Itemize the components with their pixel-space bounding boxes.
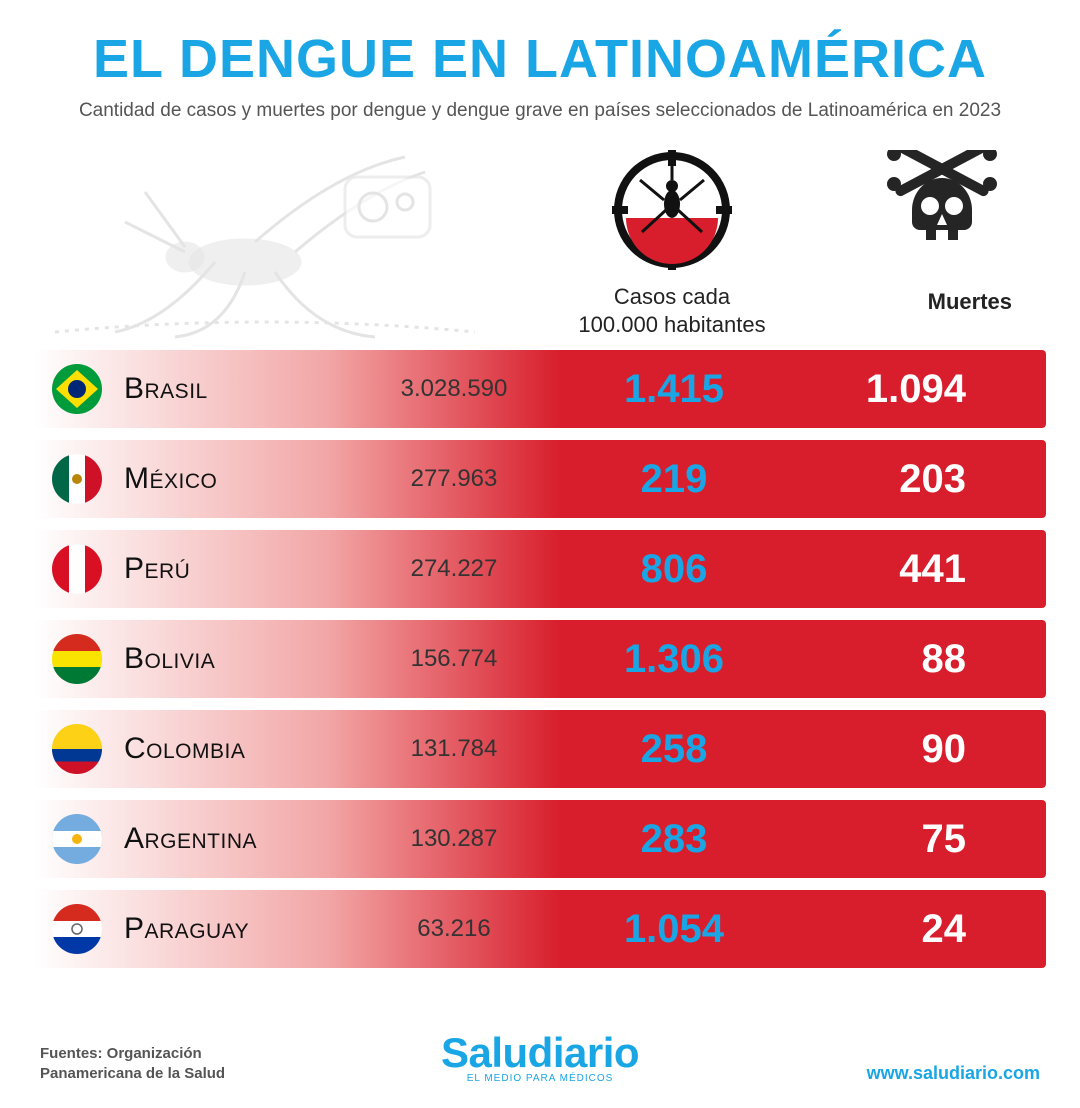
deaths-value: 88	[784, 637, 1014, 682]
target-mosquito-icon	[612, 150, 732, 270]
table-row: Colombia131.78425890	[34, 710, 1046, 788]
cases-per-100k-value: 258	[564, 727, 784, 772]
cases-per-100k-value: 219	[564, 457, 784, 502]
total-cases-value: 277.963	[344, 465, 564, 493]
total-cases-value: 274.227	[344, 555, 564, 583]
page-subtitle: Cantidad de casos y muertes por dengue y…	[0, 100, 1080, 122]
header-icon-row: Casos cada100.000 habitantes Muertes	[0, 132, 1080, 342]
country-name: Paraguay	[124, 912, 344, 946]
total-cases-value: 131.784	[344, 735, 564, 763]
table-row: Brasil3.028.5901.4151.094	[34, 350, 1046, 428]
country-name: Argentina	[124, 822, 344, 856]
table-row: Perú274.227806441	[34, 530, 1046, 608]
table-row: Bolivia156.7741.30688	[34, 620, 1046, 698]
deaths-value: 75	[784, 817, 1014, 862]
flag-icon	[52, 814, 102, 864]
total-cases-value: 156.774	[344, 645, 564, 673]
flag-icon	[52, 904, 102, 954]
flag-icon	[52, 454, 102, 504]
deaths-value: 24	[784, 907, 1014, 952]
country-name: Bolivia	[124, 642, 344, 676]
cases-per-100k-value: 1.054	[564, 907, 784, 952]
country-name: Brasil	[124, 372, 344, 406]
flag-icon	[52, 724, 102, 774]
country-name: Colombia	[124, 732, 344, 766]
footer: Fuentes: Organización Panamericana de la…	[0, 1044, 1080, 1085]
total-cases-value: 63.216	[344, 915, 564, 943]
deaths-value: 441	[784, 547, 1014, 592]
deaths-value: 203	[784, 457, 1014, 502]
mosquito-illustration	[55, 132, 475, 342]
brand-tagline: EL MEDIO PARA MÉDICOS	[441, 1073, 639, 1084]
country-name: México	[124, 462, 344, 496]
cases-per-100k-value: 806	[564, 547, 784, 592]
data-rows-container: Brasil3.028.5901.4151.094 México277.96321…	[0, 350, 1080, 968]
cases-per-100k-value: 283	[564, 817, 784, 862]
flag-icon	[52, 544, 102, 594]
deaths-value: 90	[784, 727, 1014, 772]
column-label-deaths: Muertes	[830, 288, 1012, 316]
skull-crossbones-icon	[872, 150, 1012, 270]
column-header-deaths: Muertes	[830, 150, 1060, 316]
total-cases-value: 130.287	[344, 825, 564, 853]
country-name: Perú	[124, 552, 344, 586]
brand-url: www.saludiario.com	[867, 1063, 1040, 1084]
column-header-cases-per-100k: Casos cada100.000 habitantes	[572, 150, 772, 338]
deaths-value: 1.094	[784, 367, 1014, 412]
table-row: Argentina130.28728375	[34, 800, 1046, 878]
flag-icon	[52, 364, 102, 414]
page-title: EL DENGUE EN LATINOAMÉRICA	[0, 28, 1080, 90]
cases-per-100k-value: 1.415	[564, 367, 784, 412]
table-row: México277.963219203	[34, 440, 1046, 518]
brand-logo: Saludiario EL MEDIO PARA MÉDICOS	[441, 1029, 639, 1084]
total-cases-value: 3.028.590	[344, 375, 564, 403]
cases-per-100k-value: 1.306	[564, 637, 784, 682]
brand-name: Saludiario	[441, 1029, 639, 1077]
sources-text: Fuentes: Organización Panamericana de la…	[40, 1044, 260, 1085]
table-row: Paraguay63.2161.05424	[34, 890, 1046, 968]
column-label-cases: Casos cada100.000 habitantes	[572, 283, 772, 338]
flag-icon	[52, 634, 102, 684]
